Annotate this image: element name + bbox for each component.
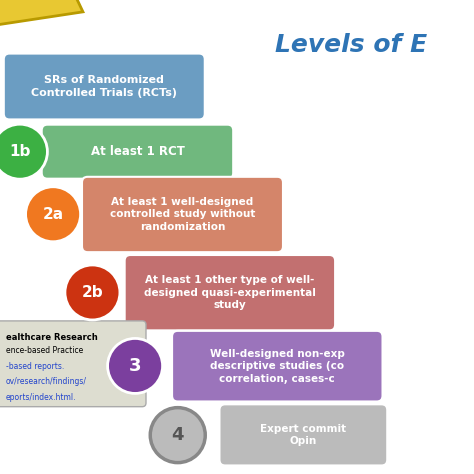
Text: 4: 4 <box>172 426 184 444</box>
Text: 1b: 1b <box>9 144 31 159</box>
Text: SRs of Randomized
Controlled Trials (RCTs): SRs of Randomized Controlled Trials (RCT… <box>31 75 177 98</box>
Text: eports/index.html.: eports/index.html. <box>6 393 76 402</box>
Text: 2a: 2a <box>43 207 64 222</box>
FancyBboxPatch shape <box>4 54 205 119</box>
Text: -based reports.: -based reports. <box>6 362 64 371</box>
Circle shape <box>65 265 120 320</box>
Text: Expert commit
Opin: Expert commit Opin <box>260 424 346 446</box>
Text: 3: 3 <box>129 357 141 375</box>
Polygon shape <box>0 0 83 27</box>
Circle shape <box>150 408 205 463</box>
Text: At least 1 other type of well-
designed quasi-experimental
study: At least 1 other type of well- designed … <box>144 275 316 310</box>
Text: ov/research/findings/: ov/research/findings/ <box>6 377 87 386</box>
Text: ence-based Practice: ence-based Practice <box>6 346 83 355</box>
Text: Levels of E: Levels of E <box>275 33 427 57</box>
FancyBboxPatch shape <box>125 255 335 330</box>
FancyBboxPatch shape <box>82 177 283 252</box>
FancyBboxPatch shape <box>172 331 383 401</box>
Text: Well-designed non-exp
descriptive studies (co
correlation, cases-c: Well-designed non-exp descriptive studie… <box>210 349 345 383</box>
Text: At least 1 RCT: At least 1 RCT <box>91 145 184 158</box>
FancyBboxPatch shape <box>42 125 233 179</box>
Circle shape <box>108 338 163 393</box>
FancyBboxPatch shape <box>0 321 146 407</box>
Text: ealthcare Research: ealthcare Research <box>6 333 98 342</box>
Text: At least 1 well-designed
controlled study without
randomization: At least 1 well-designed controlled stud… <box>110 197 255 232</box>
Circle shape <box>0 124 47 179</box>
Circle shape <box>26 187 81 242</box>
FancyBboxPatch shape <box>219 404 387 465</box>
Text: 2b: 2b <box>82 285 103 300</box>
